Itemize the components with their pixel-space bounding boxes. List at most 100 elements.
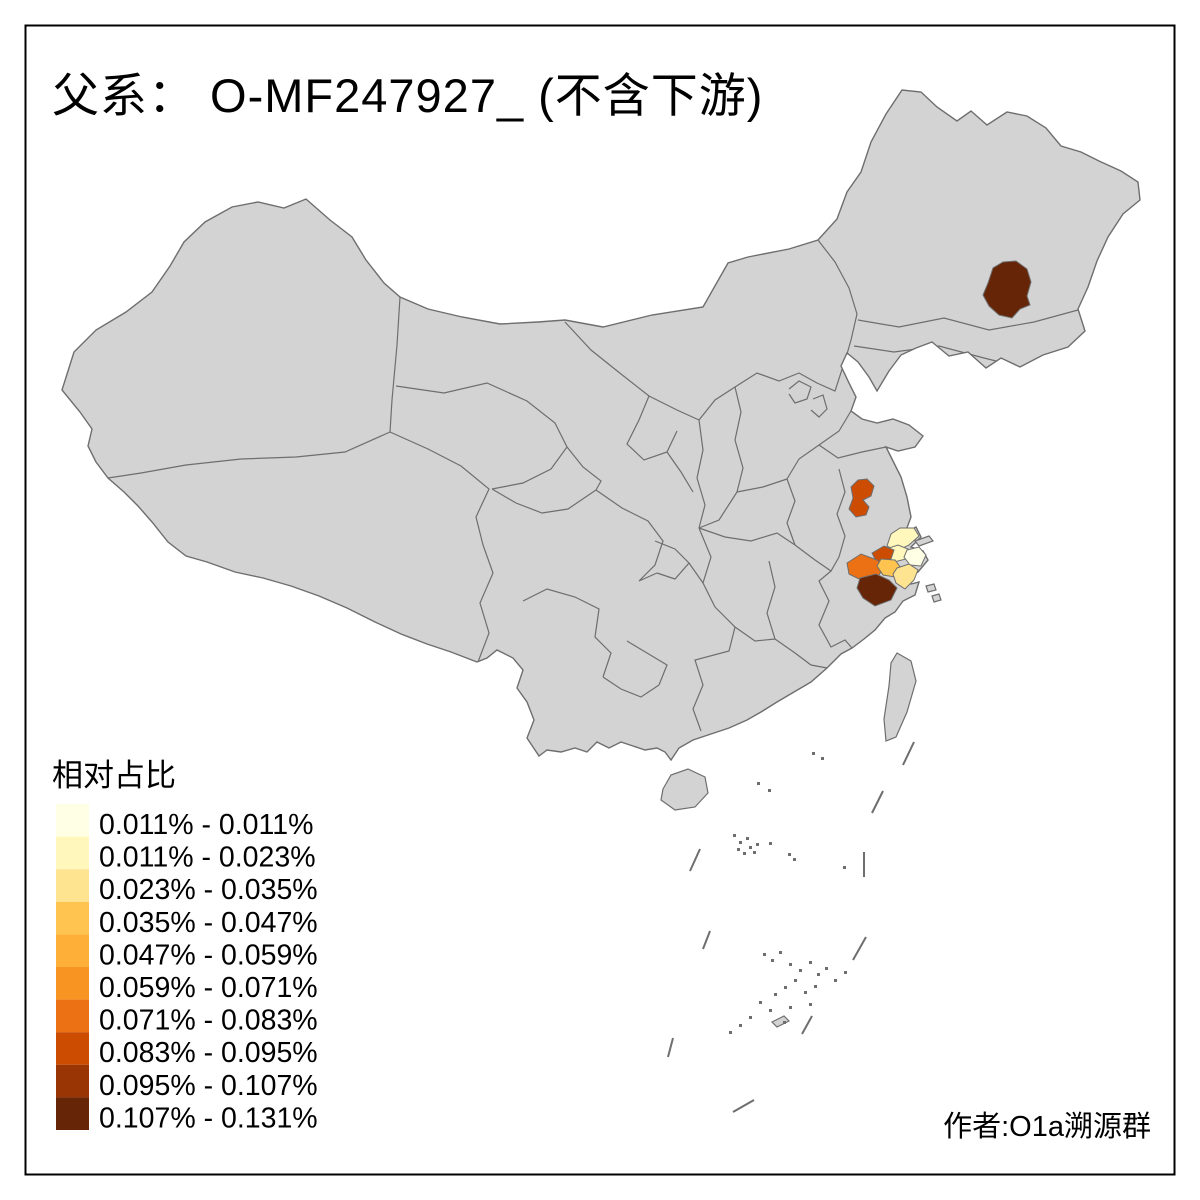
province-border — [698, 491, 738, 529]
island-dot — [753, 851, 756, 854]
island-dot — [733, 834, 736, 837]
legend-swatch — [56, 1097, 89, 1130]
province-border — [794, 544, 840, 572]
province-border — [692, 626, 736, 732]
south-china-sea-islands — [729, 752, 847, 1034]
legend-label: 0.083% - 0.095% — [99, 1037, 318, 1069]
province-border — [595, 489, 664, 582]
legend-label: 0.059% - 0.071% — [99, 972, 318, 1004]
china-map — [61, 89, 1141, 1113]
taiwan-island — [883, 652, 917, 742]
boundary-dash — [852, 936, 867, 961]
nine-dash-line — [667, 741, 915, 1113]
province-border — [698, 527, 716, 608]
island-dot — [789, 1006, 792, 1009]
legend-label: 0.047% - 0.059% — [99, 939, 318, 971]
boundary-dash — [732, 1099, 755, 1113]
island-dot — [743, 852, 746, 855]
legend-label: 0.107% - 0.131% — [99, 1102, 318, 1134]
island-dot — [814, 985, 817, 988]
island-dot — [774, 993, 777, 996]
author-attribution: 作者:O1a溯源群 — [943, 1110, 1151, 1143]
island-dot — [809, 1003, 812, 1006]
hainan-island — [660, 768, 709, 811]
province-border — [395, 382, 568, 490]
island-dot — [843, 866, 846, 869]
legend-swatch — [56, 869, 89, 902]
island-dot — [825, 967, 828, 970]
province-border — [788, 380, 812, 404]
island-dot — [834, 979, 837, 982]
province-border — [626, 640, 668, 686]
legend-swatch — [56, 1032, 89, 1065]
page-title: 父系： O-MF247927_ (不含下游) — [52, 69, 763, 122]
province-border — [566, 446, 602, 491]
island-dot — [789, 963, 792, 966]
boundary-dash — [902, 741, 915, 766]
legend-label: 0.035% - 0.047% — [99, 907, 318, 939]
region-hangzhou-prefecture — [856, 573, 898, 607]
island-dot — [768, 789, 771, 792]
highlighted-regions — [846, 260, 1032, 607]
island-dot — [788, 853, 791, 856]
province-border — [698, 353, 848, 421]
boundary-dash — [667, 1037, 674, 1058]
province-border — [602, 676, 660, 698]
province-border — [107, 296, 401, 479]
province-border — [810, 394, 828, 418]
island-dot — [769, 842, 772, 845]
island-dot — [783, 1021, 786, 1024]
province-border — [714, 606, 776, 642]
province-border — [736, 478, 788, 493]
island-dot — [757, 782, 760, 785]
island-dot — [739, 841, 742, 844]
legend-label: 0.071% - 0.083% — [99, 1005, 318, 1037]
island-dot — [793, 858, 796, 861]
island-dot — [794, 979, 797, 982]
province-border — [786, 478, 796, 546]
province-border — [818, 444, 887, 459]
province-border — [774, 638, 828, 669]
legend-swatch — [56, 999, 89, 1033]
legend-swatch — [56, 804, 89, 837]
province-border — [696, 419, 706, 529]
province-borders — [107, 239, 1079, 732]
island-dot — [769, 1009, 772, 1012]
zhoushan-island — [931, 593, 942, 603]
island-dot — [759, 1001, 762, 1004]
province-border — [688, 562, 704, 584]
province-border — [564, 321, 700, 421]
island-dot — [821, 757, 824, 760]
legend-swatch — [56, 836, 89, 870]
island-dot — [739, 1024, 742, 1027]
figure-frame — [24, 24, 1176, 1176]
province-border — [836, 468, 846, 558]
province-border — [817, 239, 858, 355]
boundary-dash — [689, 848, 701, 872]
legend-swatch — [56, 901, 89, 935]
province-border — [626, 395, 678, 461]
province-border — [666, 451, 694, 493]
island-dot — [844, 971, 847, 974]
island-dot — [817, 973, 820, 976]
island-dot — [779, 951, 782, 954]
province-border — [766, 560, 776, 640]
legend-label: 0.095% - 0.107% — [99, 1070, 318, 1102]
island-dot — [812, 752, 815, 755]
island-dot — [746, 837, 749, 840]
province-border — [734, 386, 744, 493]
island-dot — [763, 953, 766, 956]
island-dot — [799, 969, 802, 972]
island-dot — [809, 961, 812, 964]
legend-swatch — [56, 1064, 89, 1098]
islands — [660, 535, 942, 1028]
legend: 相对占比 0.011% - 0.011% 0.011% - 0.023% 0.0… — [52, 758, 318, 1134]
legend-swatch — [56, 967, 89, 1000]
legend-label: 0.023% - 0.035% — [99, 874, 318, 906]
island-dot — [756, 843, 759, 846]
region-shaoxing-prefecture — [892, 563, 919, 590]
boundary-dash — [702, 930, 711, 950]
island-dot — [737, 848, 740, 851]
chongming-island — [914, 535, 934, 547]
